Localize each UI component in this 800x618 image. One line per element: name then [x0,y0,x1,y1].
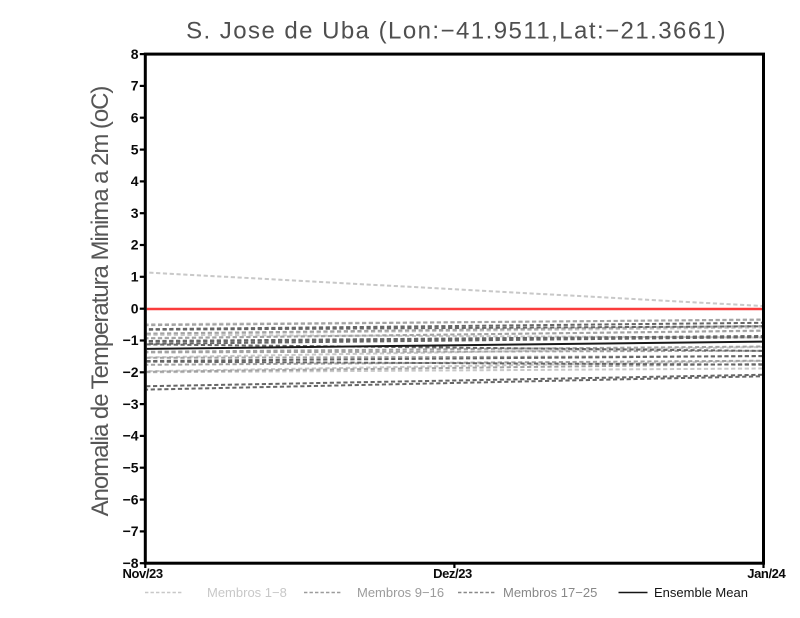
svg-text:Membros 1−8: Membros 1−8 [207,585,287,600]
svg-text:5: 5 [131,141,139,157]
svg-text:−7: −7 [123,523,139,539]
svg-text:1: 1 [131,269,139,285]
svg-text:3: 3 [131,205,139,221]
svg-text:0: 0 [131,300,139,316]
svg-text:−8: −8 [123,555,139,571]
svg-text:2: 2 [131,237,139,253]
svg-text:8: 8 [131,46,139,62]
svg-text:4: 4 [131,173,139,189]
svg-text:Nov/23: Nov/23 [122,566,162,581]
svg-text:Membros 9−16: Membros 9−16 [357,585,444,600]
svg-text:−6: −6 [123,491,139,507]
svg-text:Ensemble Mean: Ensemble Mean [654,585,748,600]
svg-text:−3: −3 [123,396,139,412]
svg-text:S. Jose de Uba (Lon:−41.9511,L: S. Jose de Uba (Lon:−41.9511,Lat:−21.366… [186,17,727,44]
svg-text:Anomalia de Temperatura Minima: Anomalia de Temperatura Minima a 2m (oC) [87,87,114,517]
svg-text:7: 7 [131,78,139,94]
svg-text:−4: −4 [123,428,139,444]
svg-text:Dez/23: Dez/23 [433,566,472,581]
svg-text:6: 6 [131,109,139,125]
svg-text:−2: −2 [123,364,139,380]
svg-text:Jan/24: Jan/24 [747,566,786,581]
svg-text:−5: −5 [123,459,139,475]
svg-text:Membros 17−25: Membros 17−25 [503,585,597,600]
svg-text:−1: −1 [123,332,139,348]
